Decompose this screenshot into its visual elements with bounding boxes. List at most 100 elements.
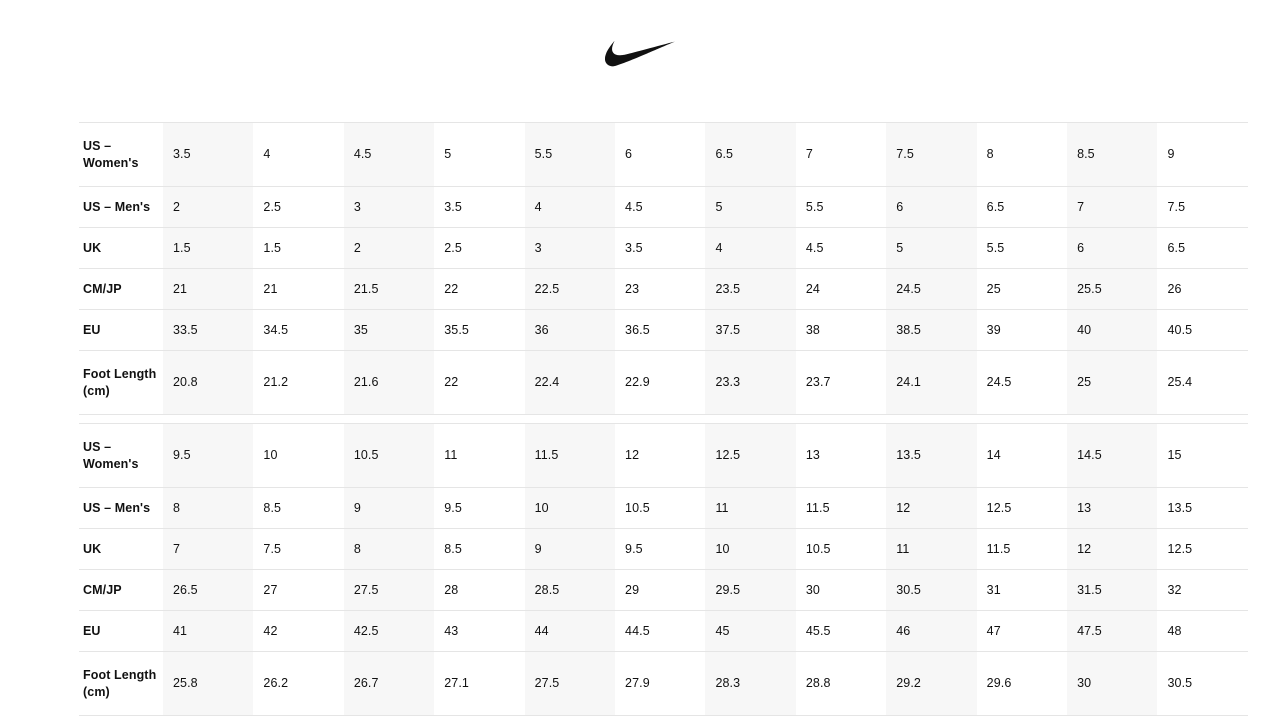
size-cell: 2 xyxy=(163,186,254,228)
size-cell: 47 xyxy=(976,610,1068,652)
size-cell: 4 xyxy=(253,122,344,187)
size-cell: 9.5 xyxy=(615,528,706,570)
size-cell: 4 xyxy=(524,186,616,228)
size-cell: 5 xyxy=(705,186,796,228)
table-row: US – Men's 2 2.5 3 3.5 4 4.5 5 5.5 6 6.5… xyxy=(79,186,1248,228)
size-cell: 5.5 xyxy=(976,227,1068,269)
row-label-uk: UK xyxy=(79,227,163,269)
size-cell: 26.5 xyxy=(163,569,254,611)
size-cell: 22 xyxy=(434,268,525,310)
size-cell: 6.5 xyxy=(705,122,796,187)
size-cell: 45 xyxy=(705,610,796,652)
size-cell: 29 xyxy=(615,569,706,611)
size-cell: 32 xyxy=(1157,569,1248,611)
size-cell: 6 xyxy=(1067,227,1158,269)
size-table-1: US – Women's 3.5 4 4.5 5 5.5 6 6.5 7 7.5 … xyxy=(79,122,1248,415)
size-cell: 4.5 xyxy=(615,186,706,228)
size-cell: 30 xyxy=(795,569,887,611)
size-cell: 4.5 xyxy=(343,122,435,187)
size-cell: 43 xyxy=(434,610,525,652)
size-cell: 20.8 xyxy=(163,350,254,415)
size-cell: 6.5 xyxy=(1157,227,1248,269)
size-cell: 5 xyxy=(434,122,525,187)
size-cell: 22.4 xyxy=(524,350,616,415)
size-cell: 35 xyxy=(343,309,435,351)
size-cell: 2 xyxy=(343,227,435,269)
size-cell: 12 xyxy=(886,487,977,529)
size-cell: 2.5 xyxy=(253,186,344,228)
size-cell: 3.5 xyxy=(434,186,525,228)
size-cell: 24.5 xyxy=(886,268,977,310)
size-cell: 45.5 xyxy=(795,610,887,652)
size-cell: 31 xyxy=(976,569,1068,611)
row-label-cm-jp: CM/JP xyxy=(79,569,163,611)
size-cell: 10 xyxy=(705,528,796,570)
size-cell: 21.6 xyxy=(343,350,435,415)
size-cell: 13.5 xyxy=(1157,487,1248,529)
size-cell: 47.5 xyxy=(1067,610,1158,652)
size-cell: 6 xyxy=(615,122,706,187)
size-cell: 38 xyxy=(795,309,887,351)
table-row: UK 7 7.5 8 8.5 9 9.5 10 10.5 11 11.5 12 … xyxy=(79,528,1248,570)
size-cell: 12.5 xyxy=(705,423,796,488)
size-cell: 29.5 xyxy=(705,569,796,611)
size-cell: 25.8 xyxy=(163,651,254,716)
size-cell: 22.9 xyxy=(615,350,706,415)
size-cell: 27.5 xyxy=(343,569,435,611)
row-label-us-mens: US – Men's xyxy=(79,487,163,529)
size-cell: 30.5 xyxy=(886,569,977,611)
size-cell: 22.5 xyxy=(524,268,616,310)
size-cell: 12 xyxy=(615,423,706,488)
table-row: CM/JP 26.5 27 27.5 28 28.5 29 29.5 30 30… xyxy=(79,569,1248,611)
size-tables-container: US – Women's 3.5 4 4.5 5 5.5 6 6.5 7 7.5 … xyxy=(79,122,1248,716)
size-cell: 4.5 xyxy=(795,227,887,269)
size-cell: 1.5 xyxy=(163,227,254,269)
nike-swoosh-logo-icon xyxy=(605,41,675,67)
size-cell: 4 xyxy=(705,227,796,269)
table-row: US – Men's 8 8.5 9 9.5 10 10.5 11 11.5 1… xyxy=(79,487,1248,529)
size-table-1-body: US – Women's 3.5 4 4.5 5 5.5 6 6.5 7 7.5 … xyxy=(79,122,1248,415)
size-cell: 1.5 xyxy=(253,227,344,269)
row-label-us-womens: US – Women's xyxy=(79,122,163,187)
size-cell: 9.5 xyxy=(434,487,525,529)
size-cell: 24.1 xyxy=(886,350,977,415)
size-cell: 36 xyxy=(524,309,616,351)
size-cell: 21 xyxy=(253,268,344,310)
size-cell: 5 xyxy=(886,227,977,269)
size-cell: 22 xyxy=(434,350,525,415)
size-cell: 23.7 xyxy=(795,350,887,415)
size-cell: 46 xyxy=(886,610,977,652)
size-cell: 40 xyxy=(1067,309,1158,351)
size-cell: 7 xyxy=(1067,186,1158,228)
size-cell: 28.8 xyxy=(795,651,887,716)
size-cell: 28.3 xyxy=(705,651,796,716)
size-cell: 8 xyxy=(163,487,254,529)
size-cell: 44 xyxy=(524,610,616,652)
size-cell: 11.5 xyxy=(795,487,887,529)
size-cell: 44.5 xyxy=(615,610,706,652)
table-row: EU 41 42 42.5 43 44 44.5 45 45.5 46 47 4… xyxy=(79,610,1248,652)
size-cell: 29.2 xyxy=(886,651,977,716)
size-cell: 10.5 xyxy=(795,528,887,570)
size-cell: 12 xyxy=(1067,528,1158,570)
size-cell: 11.5 xyxy=(524,423,616,488)
row-label-cm-jp: CM/JP xyxy=(79,268,163,310)
size-cell: 10 xyxy=(253,423,344,488)
size-cell: 24 xyxy=(795,268,887,310)
size-table-2-body: US – Women's 9.5 10 10.5 11 11.5 12 12.5 … xyxy=(79,423,1248,716)
size-cell: 8.5 xyxy=(434,528,525,570)
size-cell: 11 xyxy=(434,423,525,488)
size-cell: 24.5 xyxy=(976,350,1068,415)
size-cell: 10.5 xyxy=(615,487,706,529)
size-cell: 9 xyxy=(343,487,435,529)
size-cell: 13 xyxy=(1067,487,1158,529)
size-cell: 12.5 xyxy=(1157,528,1248,570)
size-cell: 2.5 xyxy=(434,227,525,269)
size-cell: 23.5 xyxy=(705,268,796,310)
size-cell: 27.5 xyxy=(524,651,616,716)
size-cell: 25.5 xyxy=(1067,268,1158,310)
size-cell: 25.4 xyxy=(1157,350,1248,415)
size-cell: 9 xyxy=(1157,122,1248,187)
size-cell: 25 xyxy=(976,268,1068,310)
